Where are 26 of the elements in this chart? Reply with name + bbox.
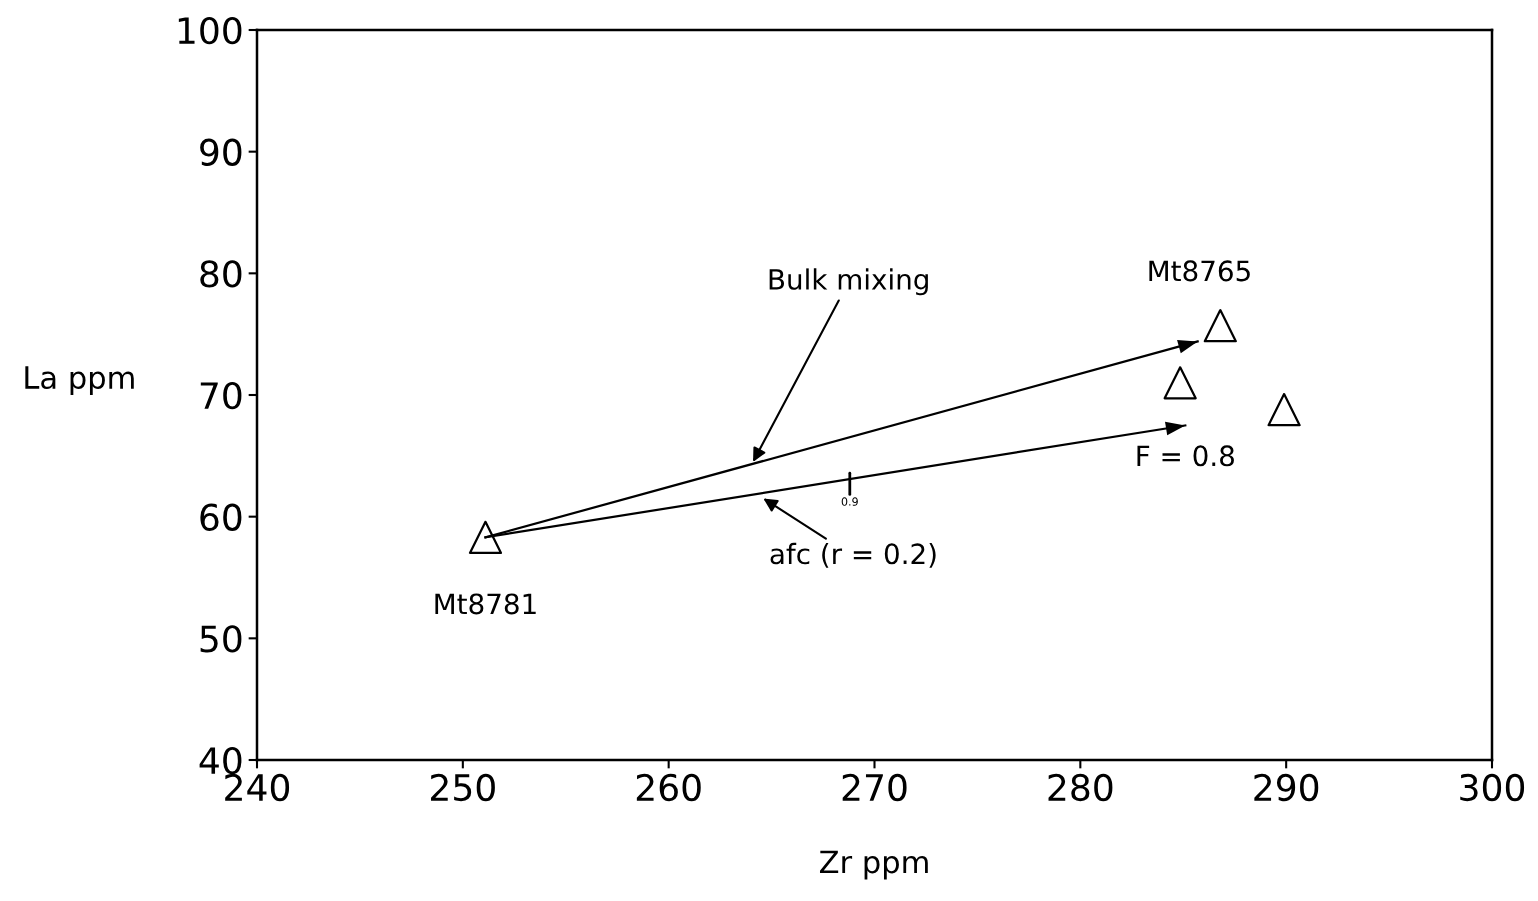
point: [468, 520, 503, 554]
x-axis-title: Zr ppm: [819, 850, 928, 880]
annotation: F = 0.8: [1137, 445, 1234, 467]
x-tick-label: 260: [636, 773, 701, 802]
x-tick-label: 290: [1254, 773, 1319, 802]
y-tick-label: 70: [200, 381, 242, 410]
annotation: Mt8765: [1149, 260, 1250, 282]
y-tick-label: 80: [200, 260, 242, 288]
point: [1163, 366, 1197, 400]
point: [1203, 309, 1237, 343]
annotation: Bulk mixing: [769, 268, 928, 296]
y-tick-label: 40: [199, 746, 242, 775]
y-tick-label: 90: [200, 138, 242, 166]
x-tick-label: 300: [1460, 773, 1525, 802]
x-tick-label: 280: [1048, 773, 1113, 802]
x-tick-label: 240: [225, 773, 290, 802]
point: [1267, 392, 1301, 427]
y-tick-label: 60: [200, 503, 242, 531]
y-tick-label: 100: [178, 16, 242, 45]
x-tick-label: 250: [431, 773, 495, 802]
y-axis-title: La ppm: [25, 366, 134, 395]
annotation: Mt8781: [435, 593, 536, 615]
annotation: 0.9: [841, 497, 858, 506]
y-tick-label: 50: [200, 625, 242, 653]
annotation: afc (r = 0.2): [770, 542, 936, 568]
x-tick-label: 270: [842, 773, 907, 802]
